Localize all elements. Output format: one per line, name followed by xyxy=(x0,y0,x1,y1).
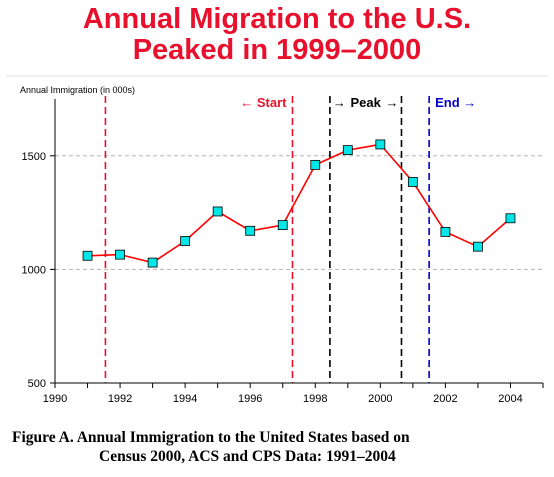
y-axis-label: Annual Immigration (in 000s) xyxy=(20,85,135,95)
chart-title-line-1: Annual Migration to the U.S. xyxy=(82,3,472,35)
y-tick-label-1: 1000 xyxy=(22,264,46,276)
x-tick-label-3: 1996 xyxy=(238,393,262,405)
chart-title: Annual Migration to the U.S. Peaked in 1… xyxy=(0,4,554,66)
data-point-1994 xyxy=(180,236,191,246)
peak-right-arrow: → xyxy=(385,95,398,110)
data-point-1996 xyxy=(245,225,256,236)
x-tick-label-5: 2000 xyxy=(368,393,392,405)
x-tick-label-4: 1998 xyxy=(303,393,327,405)
data-point-2002 xyxy=(440,227,451,237)
x-tick-label-1: 1992 xyxy=(108,393,132,405)
x-tick-label-0: 1990 xyxy=(43,393,67,405)
data-point-1993 xyxy=(147,257,158,268)
y-tick-label-2: 1500 xyxy=(22,151,46,163)
peak-left-arrow: → xyxy=(333,95,346,110)
data-point-2004 xyxy=(505,213,516,224)
data-point-1992 xyxy=(115,249,125,260)
series-line-0 xyxy=(87,143,512,264)
x-tick-label-7: 2004 xyxy=(498,393,522,405)
data-point-1991 xyxy=(82,250,93,261)
y-tick-label-0: 500 xyxy=(28,378,46,390)
data-point-2000 xyxy=(375,139,386,150)
figure-caption-line-2: Census 2000, ACS and CPS Data: 1991–2004 xyxy=(99,448,396,465)
figure-caption-line-1: Figure A. Annual Immigration to the Unit… xyxy=(12,429,410,446)
data-point-1999 xyxy=(342,145,353,156)
data-point-2003 xyxy=(473,241,483,252)
start-phase-label: ← Start xyxy=(240,95,287,110)
chart-title-line-2: Peaked in 1999–2000 xyxy=(132,34,422,66)
end-phase-label: End → xyxy=(435,95,476,110)
data-point-1997 xyxy=(277,220,288,230)
data-point-1995 xyxy=(212,206,223,217)
x-tick-label-6: 2002 xyxy=(433,393,457,405)
data-point-2001 xyxy=(407,177,418,187)
figure-caption: Figure A. Annual Immigration to the Unit… xyxy=(12,428,552,466)
peak-phase-label: Peak xyxy=(351,95,382,110)
data-point-1998 xyxy=(310,159,321,170)
x-tick-label-2: 1994 xyxy=(173,393,197,405)
